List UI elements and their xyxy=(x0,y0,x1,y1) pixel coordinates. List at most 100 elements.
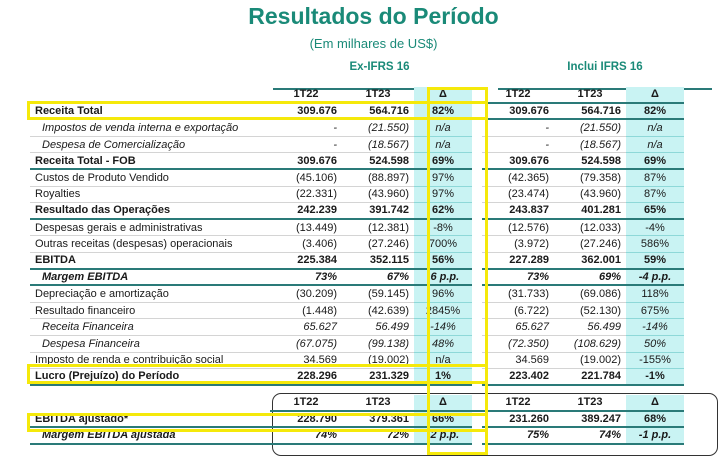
value-cell: 75% xyxy=(482,428,554,445)
delta-cell: -1% xyxy=(626,369,684,386)
value-cell: (88.897) xyxy=(342,170,414,187)
delta-cell: 68% xyxy=(626,411,684,429)
value-cell: 524.598 xyxy=(554,153,626,170)
value-cell: (42.365) xyxy=(482,170,554,187)
delta-cell: 87% xyxy=(626,169,684,187)
delta-cell: 97% xyxy=(414,169,472,187)
row-label: Receita Total xyxy=(30,104,270,121)
gap xyxy=(472,87,482,104)
value-cell: 228.296 xyxy=(270,369,342,386)
value-cell: (22.331) xyxy=(270,187,342,204)
column-header: Δ xyxy=(414,395,472,412)
column-header: 1T23 xyxy=(342,395,414,412)
value-cell: 34.569 xyxy=(270,353,342,370)
value-cell: (43.960) xyxy=(342,187,414,204)
adjusted-ebitda-box xyxy=(272,393,718,456)
delta-cell: 65% xyxy=(626,203,684,220)
value-cell: (45.106) xyxy=(270,170,342,187)
column-header: Δ xyxy=(414,87,472,104)
delta-cell: 66% xyxy=(414,411,472,429)
gap xyxy=(472,270,482,287)
value-cell: 227.289 xyxy=(482,253,554,270)
delta-cell: 82% xyxy=(626,103,684,121)
gap xyxy=(472,319,482,336)
value-cell: - xyxy=(270,137,342,154)
delta-cell: n/a xyxy=(626,120,684,137)
value-cell: (108.629) xyxy=(554,336,626,353)
table-row: Custos de Produto Vendido (45.106) (88.897… xyxy=(30,169,684,187)
value-cell: 524.598 xyxy=(342,153,414,170)
delta-cell: 59% xyxy=(626,252,684,270)
value-cell: (19.002) xyxy=(554,353,626,370)
results-table: 1T22 1T23 Δ 1T22 1T23 Δ Receita Total 309.676 56… xyxy=(30,87,684,386)
row-label: Outras receitas (despesas) operacionais xyxy=(30,236,270,253)
value-cell: (69.086) xyxy=(554,286,626,303)
row-label: Imposto de renda e contribuição social xyxy=(30,353,270,370)
row-label: Resultado das Operações xyxy=(30,203,270,220)
delta-cell: n/a xyxy=(626,136,684,154)
value-cell: 225.384 xyxy=(270,253,342,270)
table-row: Margem EBITDA ajustada 74% 72% -2 p.p. 75% 74… xyxy=(30,428,684,445)
gap xyxy=(472,253,482,270)
delta-cell: -2 p.p. xyxy=(414,428,472,445)
column-header: 1T23 xyxy=(342,87,414,104)
gap xyxy=(472,137,482,154)
value-cell: 74% xyxy=(270,428,342,445)
value-cell: (6.722) xyxy=(482,303,554,320)
row-label: Despesa de Comercialização xyxy=(30,137,270,154)
value-cell: 309.676 xyxy=(482,104,554,121)
header-row: 1T22 1T23 Δ 1T22 1T23 Δ xyxy=(30,395,684,412)
gap xyxy=(472,369,482,386)
gap xyxy=(472,303,482,320)
value-cell: 309.676 xyxy=(482,153,554,170)
column-header: Δ xyxy=(626,87,684,104)
value-cell: 221.784 xyxy=(554,369,626,386)
gap xyxy=(472,395,482,412)
delta-cell: -8% xyxy=(414,219,472,237)
delta-cell: 50% xyxy=(626,335,684,353)
value-cell: (30.209) xyxy=(270,286,342,303)
delta-cell: 69% xyxy=(414,153,472,170)
header-label-spacer xyxy=(30,395,270,412)
delta-cell: 1% xyxy=(414,369,472,386)
value-cell: (21.550) xyxy=(554,120,626,137)
value-cell: (18.567) xyxy=(554,137,626,154)
value-cell: (21.550) xyxy=(342,120,414,137)
table-row: Impostos de venda interna e exportação -(… xyxy=(30,120,684,137)
value-cell: (42.639) xyxy=(342,303,414,320)
value-cell: 67% xyxy=(342,270,414,287)
gap xyxy=(472,336,482,353)
page-subtitle: (Em milhares de US$) xyxy=(309,36,438,51)
delta-cell: -1 p.p. xyxy=(626,428,684,445)
value-cell: (72.350) xyxy=(482,336,554,353)
value-cell: 242.239 xyxy=(270,203,342,220)
delta-cell: -4 p.p. xyxy=(626,269,684,287)
delta-cell: 62% xyxy=(414,203,472,220)
gap xyxy=(472,170,482,187)
delta-cell: 87% xyxy=(626,186,684,204)
row-label: Custos de Produto Vendido xyxy=(30,170,270,187)
delta-cell: 96% xyxy=(414,286,472,303)
delta-cell: -14% xyxy=(414,319,472,336)
row-label: Margem EBITDA xyxy=(30,270,270,287)
value-cell: 231.260 xyxy=(482,412,554,429)
row-label: Receita Total - FOB xyxy=(30,153,270,170)
adjusted-table: 1T22 1T23 Δ 1T22 1T23 Δ EBITDA ajustado* 228.79… xyxy=(30,395,684,445)
table-row: Resultado das Operações 242.239 391.742 62%… xyxy=(30,203,684,220)
value-cell: 379.361 xyxy=(342,412,414,429)
gap xyxy=(472,120,482,137)
table-row: EBITDA 225.384 352.115 56% 227.289 362.001 59% xyxy=(30,252,684,270)
value-cell: 73% xyxy=(482,270,554,287)
value-cell: 74% xyxy=(554,428,626,445)
delta-cell: 69% xyxy=(626,153,684,170)
value-cell: 243.837 xyxy=(482,203,554,220)
gap xyxy=(472,203,482,220)
value-cell: - xyxy=(482,137,554,154)
value-cell: 73% xyxy=(270,270,342,287)
delta-cell: -6 p.p. xyxy=(414,269,472,287)
value-cell: (59.145) xyxy=(342,286,414,303)
value-cell: (99.138) xyxy=(342,336,414,353)
row-label: Impostos de venda interna e exportação xyxy=(30,120,270,137)
value-cell: (52.130) xyxy=(554,303,626,320)
value-cell: 564.716 xyxy=(554,104,626,121)
